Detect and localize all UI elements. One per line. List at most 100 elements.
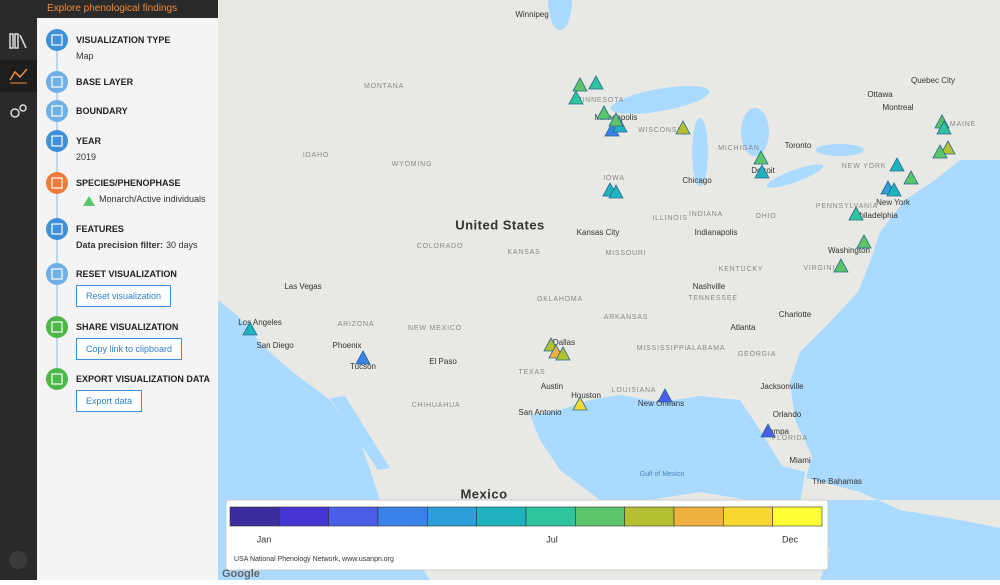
map-label: MICHIGAN xyxy=(718,145,759,152)
observation-marker xyxy=(675,120,691,135)
observation-marker xyxy=(940,140,956,155)
step-icon xyxy=(46,71,68,93)
map-label: OHIO xyxy=(755,213,776,220)
map-label: Chicago xyxy=(682,176,712,185)
map-label: LOUISIANA xyxy=(612,387,657,394)
map-label: Atlanta xyxy=(731,323,756,332)
map-label: Ottawa xyxy=(867,90,893,99)
button[interactable]: Export data xyxy=(76,390,143,412)
step-title: BOUNDARY xyxy=(76,106,128,116)
map-label: VIRGINIA xyxy=(803,265,840,272)
button[interactable]: Reset visualization xyxy=(76,285,172,307)
map-label: Los Angeles xyxy=(238,318,282,327)
map-label: The Bahamas xyxy=(812,477,862,486)
map-label: MINNESOTA xyxy=(576,97,624,104)
legend-tick-label: Dec xyxy=(782,534,799,544)
map-label: ILLINOIS xyxy=(652,215,687,222)
observation-marker xyxy=(936,120,952,135)
map-label: MONTANA xyxy=(364,83,404,90)
library-icon[interactable] xyxy=(9,33,27,49)
map-label: New Orleans xyxy=(638,399,684,408)
step-icon xyxy=(46,316,68,338)
step-icon-glyph xyxy=(51,105,63,117)
observation-marker xyxy=(903,170,919,185)
step-title: SHARE VISUALIZATION xyxy=(76,322,179,332)
observation-marker xyxy=(608,184,624,199)
map-label: Tucson xyxy=(350,362,376,371)
legend-swatch xyxy=(575,506,625,527)
map-label: FLORIDA xyxy=(772,435,808,442)
legend-source: USA National Phenology Network, www.usan… xyxy=(234,556,394,563)
legend-swatch xyxy=(377,506,428,527)
legend-swatch xyxy=(772,506,823,527)
step-icon xyxy=(46,29,68,51)
observation-marker xyxy=(856,234,872,249)
observation-marker xyxy=(848,206,864,221)
step-title: BASE LAYER xyxy=(76,77,134,87)
observation-marker xyxy=(596,105,612,120)
settings-icon[interactable] xyxy=(10,104,27,118)
step-icon xyxy=(46,263,68,285)
legend: Jan Jul Dec USA National Phenology Network,… xyxy=(225,499,829,571)
map-label: NEW YORK xyxy=(842,163,886,170)
step-title: SPECIES/PHENOPHASE xyxy=(76,178,181,188)
step-value: Map xyxy=(76,51,94,61)
map-label: Montreal xyxy=(882,103,913,112)
map-label: IDAHO xyxy=(303,152,329,159)
side-panel: Explore phenological findings VISUALIZAT… xyxy=(37,0,218,580)
map-label: Winnipeg xyxy=(515,10,548,19)
observation-marker xyxy=(833,258,849,273)
step-icon xyxy=(46,100,68,122)
observation-marker xyxy=(889,157,905,172)
legend-tick-label: Jul xyxy=(546,534,558,544)
map-label: WYOMING xyxy=(392,161,433,168)
step-icon-glyph xyxy=(51,177,63,189)
observation-marker xyxy=(588,75,604,90)
step-title: VISUALIZATION TYPE xyxy=(76,35,171,45)
map-label: Kansas City xyxy=(577,228,620,237)
legend-swatch xyxy=(279,506,329,527)
value: 30 days xyxy=(166,240,198,250)
map-label: Toronto xyxy=(785,141,812,150)
map-label: CHIHUAHUA xyxy=(412,402,461,409)
map-label: Nashville xyxy=(693,282,726,291)
map-label: ARIZONA xyxy=(338,321,375,328)
step-icon xyxy=(46,218,68,240)
map-label: TEXAS xyxy=(519,369,546,376)
observation-marker xyxy=(572,396,588,411)
map-label: Dallas xyxy=(553,338,575,347)
map-label: KENTUCKY xyxy=(719,266,764,273)
map-label: TENNESSEE xyxy=(688,295,738,302)
map-label: ALABAMA xyxy=(687,345,726,352)
value-label: Data precision filter: xyxy=(76,240,164,250)
observation-marker xyxy=(355,350,371,365)
map-label: United States xyxy=(455,217,545,232)
observation-marker xyxy=(555,346,571,361)
map-label: MAINE xyxy=(950,121,976,128)
map-label: Charlotte xyxy=(779,310,812,319)
chart-icon[interactable] xyxy=(9,68,28,81)
button[interactable]: Copy link to clipboard xyxy=(76,338,183,360)
map-label: Miami xyxy=(789,456,811,465)
map-label: Phoenix xyxy=(333,341,362,350)
step-icon-glyph xyxy=(51,268,63,280)
observation-marker xyxy=(242,321,258,336)
icon-bar-icons xyxy=(0,33,37,569)
map-label: Orlando xyxy=(773,410,802,419)
map-label: Washington xyxy=(828,246,870,255)
map-label: San Antonio xyxy=(518,408,562,417)
map-label: Houston xyxy=(571,391,601,400)
observation-marker xyxy=(760,423,776,438)
legend-tick-label: Jan xyxy=(257,534,272,544)
step-value: Data precision filter: 30 days xyxy=(76,240,198,250)
step-icon xyxy=(46,368,68,390)
observations xyxy=(242,75,956,438)
map-label: MISSISSIPPI xyxy=(637,345,687,352)
panel-header: Explore phenological findings xyxy=(37,0,218,18)
step-icon-glyph xyxy=(51,135,63,147)
step-icons xyxy=(46,29,95,390)
step-title: RESET VISUALIZATION xyxy=(76,269,177,279)
map-label: Gulf of Mexico xyxy=(640,471,685,478)
legend-swatch xyxy=(723,506,773,527)
